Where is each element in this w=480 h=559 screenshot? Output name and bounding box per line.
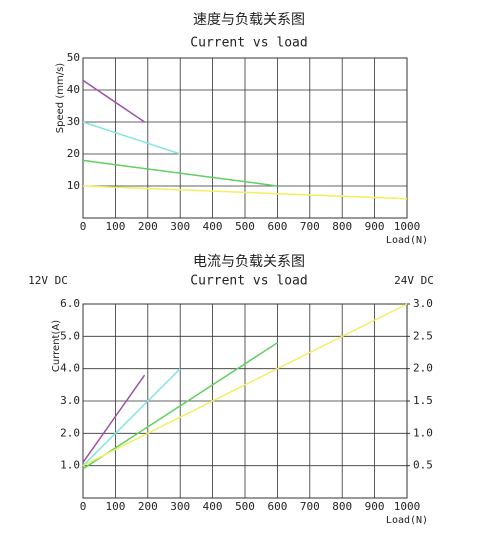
x-tick-label: 100 [105,500,125,513]
x-tick-label: 500 [235,220,255,233]
y2-tick-label: 1.0 [413,426,433,439]
x-tick-label: 300 [170,220,190,233]
plot-frame [82,57,408,219]
x-tick-label: 1000 [394,220,421,233]
y-axis-label: Current(A) [51,320,62,372]
x-tick-label: 700 [300,500,320,513]
series-line [82,374,146,463]
y-tick-label: 50 [67,51,80,64]
x-tick-label: 200 [138,500,158,513]
y-tick-label: 40 [67,83,80,96]
x-tick-label: 1000 [394,500,421,513]
y-tick-label: 10 [67,179,80,192]
series-line [82,185,408,200]
y-tick-label: 5.0 [60,329,80,342]
annotation: 12V DC [28,274,68,287]
series-line [82,303,408,467]
x-tick-label: 200 [138,220,158,233]
series-line [82,79,145,123]
x-axis-label: Load(N) [386,515,428,526]
chart-subtitle: Current vs load [190,36,307,51]
x-tick-label: 400 [203,220,223,233]
y-tick-label: 1.0 [60,459,80,472]
annotation: 24V DC [394,274,434,287]
y-tick-label: 2.0 [60,426,80,439]
x-tick-label: 800 [332,500,352,513]
y2-tick-label: 2.0 [413,362,433,375]
series-line [82,121,181,155]
x-tick-label: 800 [332,220,352,233]
x-tick-label: 300 [170,500,190,513]
chart-title: 电流与负载关系图 [193,254,305,270]
x-tick-label: 0 [80,500,87,513]
plot-frame [82,303,408,499]
x-tick-label: 600 [267,500,287,513]
y2-tick-label: 3.0 [413,297,433,310]
chart-title: 速度与负载关系图 [193,12,305,28]
x-tick-label: 900 [365,220,385,233]
x-tick-label: 400 [203,500,223,513]
y2-tick-label: 1.5 [413,394,433,407]
y-tick-label: 4.0 [60,362,80,375]
x-tick-label: 500 [235,500,255,513]
y2-tick-label: 2.5 [413,329,433,342]
x-tick-label: 900 [365,500,385,513]
series-line [82,159,278,187]
y-axis-label: Speed (mm/s) [55,63,66,133]
y2-tick-label: 0.5 [413,459,433,472]
x-axis-label: Load(N) [386,235,428,246]
y-tick-label: 3.0 [60,394,80,407]
series-line [82,342,278,470]
x-tick-label: 0 [80,220,87,233]
x-tick-label: 600 [267,220,287,233]
x-tick-label: 100 [105,220,125,233]
y-tick-label: 30 [67,115,80,128]
chart-subtitle: Current vs load [190,274,307,289]
y-tick-label: 6.0 [60,297,80,310]
y-tick-label: 20 [67,147,80,160]
series-line [82,368,181,467]
x-tick-label: 700 [300,220,320,233]
